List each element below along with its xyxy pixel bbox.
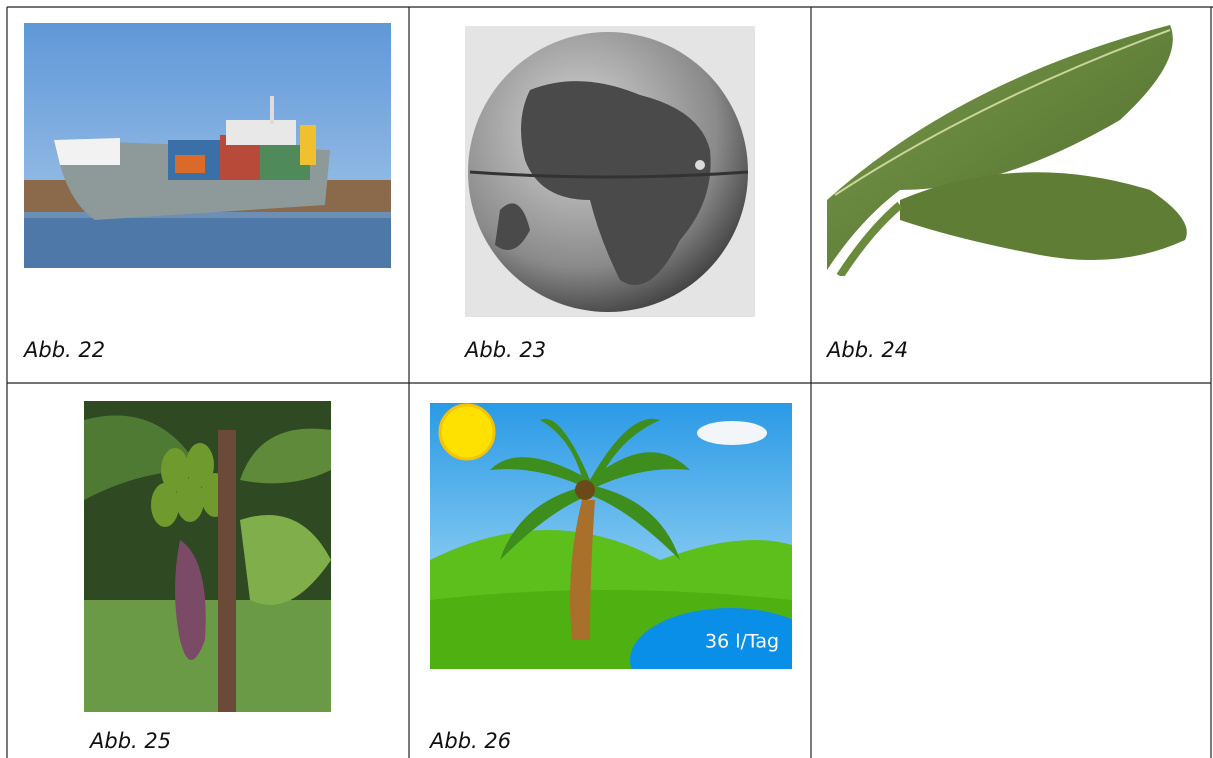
figure-caption: Abb. 26 (428, 729, 511, 753)
figure-caption: Abb. 23 (463, 338, 546, 362)
globe-image (465, 26, 755, 317)
palm-image-part (440, 405, 494, 459)
banana-plant-image-part (84, 600, 331, 712)
banana-plant-image (84, 401, 331, 712)
ship-image-part (270, 96, 274, 124)
ship-image-part (175, 155, 205, 173)
palm-image-part (697, 421, 767, 445)
figure-caption: Abb. 22 (22, 338, 105, 362)
banana-plant-image-part-part (176, 478, 204, 522)
banana-plant-image-part (218, 430, 236, 712)
figure-caption: Abb. 25 (88, 729, 171, 753)
ship-image-part (24, 212, 391, 218)
page: 36 l/Tag Abb. 22 Abb. 23 Abb. 24 Abb. 25… (0, 0, 1213, 758)
palm-image: 36 l/Tag (430, 403, 830, 712)
ship-image-part (54, 138, 120, 165)
globe-image-part (695, 160, 705, 170)
figure-caption: Abb. 24 (825, 338, 908, 362)
document-table: 36 l/Tag Abb. 22 Abb. 23 Abb. 24 Abb. 25… (0, 0, 1213, 758)
ship-image-part (24, 212, 391, 268)
ship-image (24, 23, 391, 268)
leaf-image-part (900, 172, 1187, 260)
ship-image-part (300, 125, 316, 165)
pond-label: 36 l/Tag (705, 631, 779, 653)
ship-image-part (226, 120, 296, 145)
palm-image-part (575, 480, 595, 500)
leaf-image (827, 25, 1187, 276)
banana-plant-image-part-part (151, 483, 179, 527)
palm-image-part (630, 608, 830, 712)
